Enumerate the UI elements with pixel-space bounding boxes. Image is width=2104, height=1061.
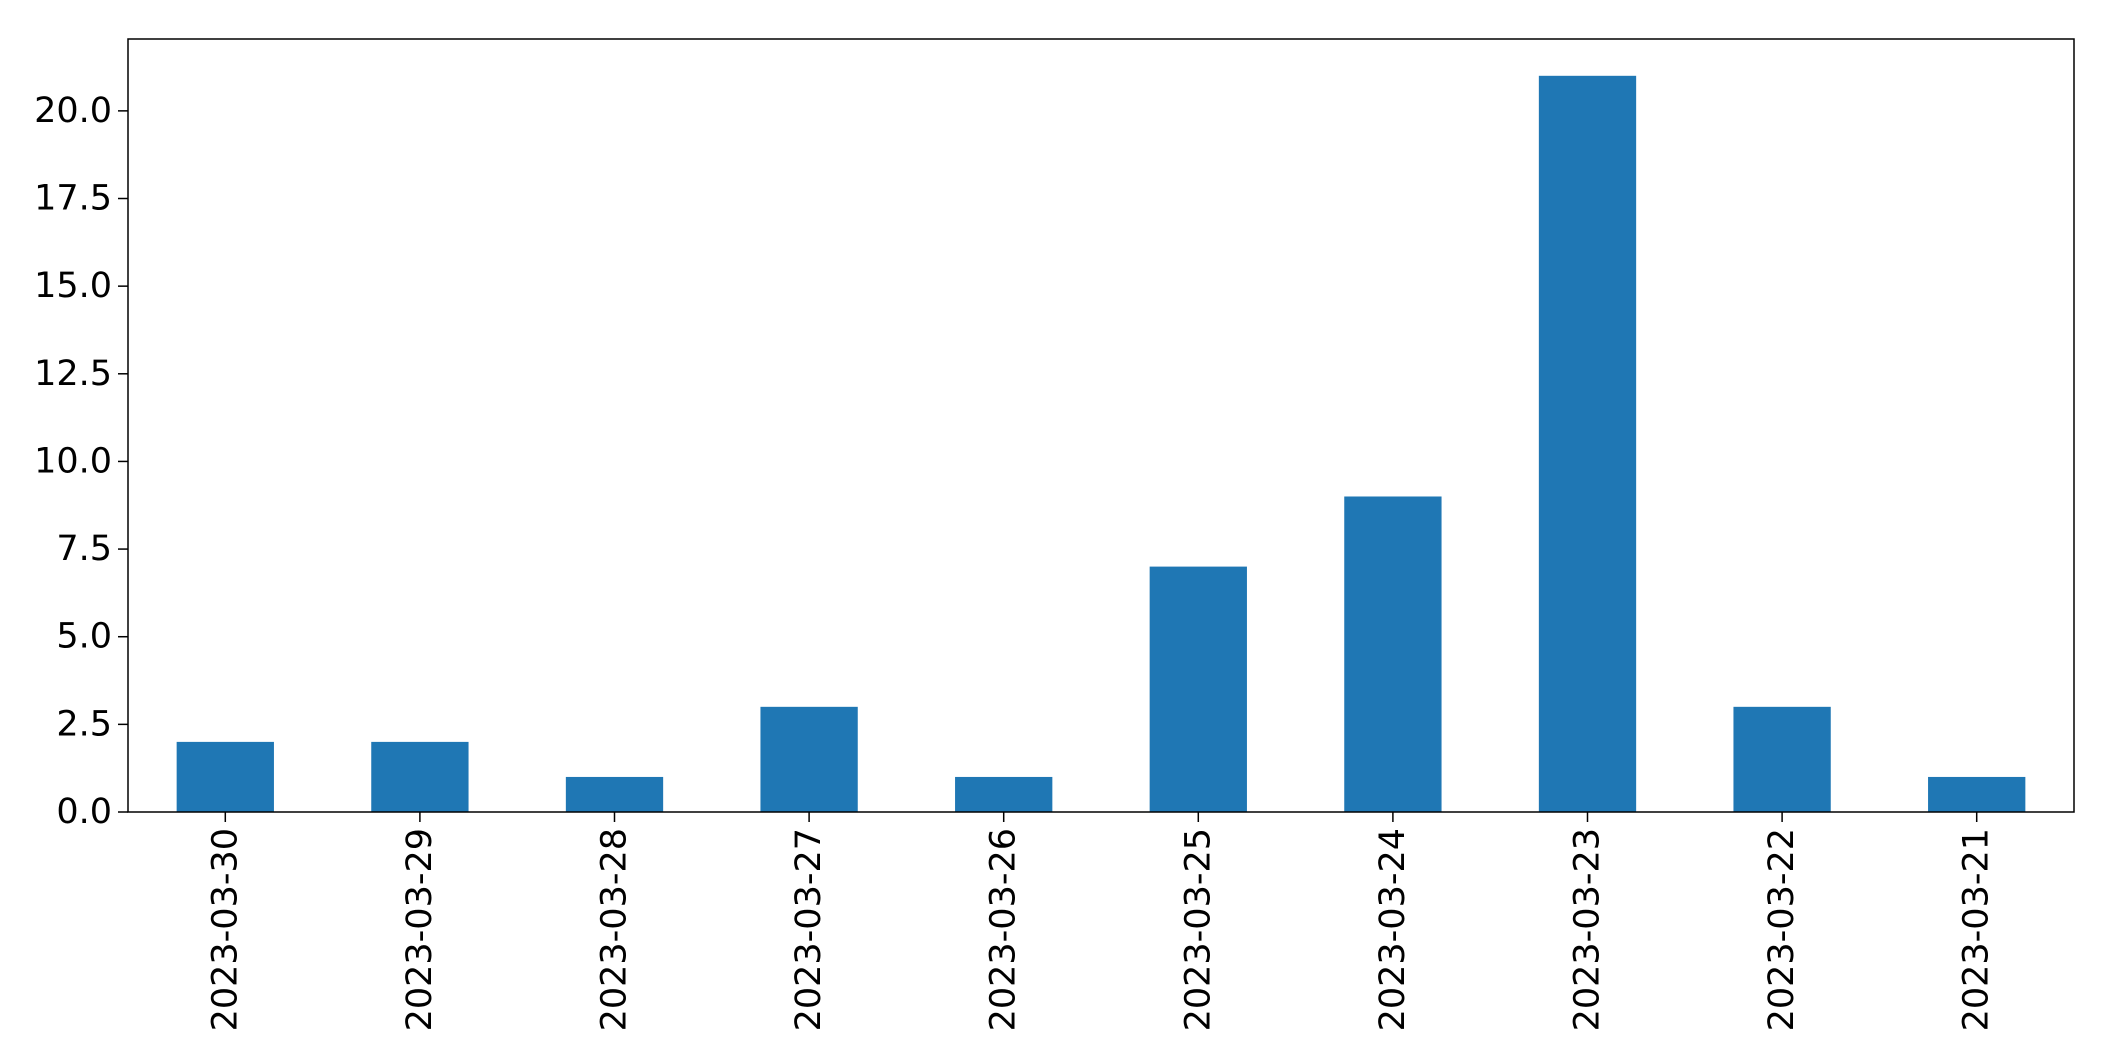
x-tick-label: 2023-03-25 (1178, 828, 1218, 1031)
x-tick-label: 2023-03-27 (789, 828, 829, 1031)
bar-2023-03-25 (1149, 566, 1247, 812)
x-tick-label: 2023-03-21 (1957, 828, 1997, 1031)
bar-2023-03-26 (955, 776, 1053, 812)
bar-2023-03-27 (760, 706, 858, 812)
bar-2023-03-23 (1538, 75, 1637, 813)
x-tick-label: 2023-03-30 (205, 828, 245, 1031)
x-tick-label: 2023-03-24 (1373, 828, 1413, 1031)
bar-2023-03-21 (1928, 776, 2026, 812)
bars-group (176, 75, 2026, 813)
bar-2023-03-22 (1733, 706, 1831, 812)
y-tick-label: 17.5 (34, 179, 112, 219)
y-tick-label: 20.0 (34, 91, 112, 131)
y-tick-label: 2.5 (56, 704, 112, 744)
y-axis: 0.0 2.5 5.0 7.5 10.0 12.5 15.0 17.5 20.0 (34, 91, 128, 832)
bar-2023-03-29 (371, 741, 469, 812)
x-tick-label: 2023-03-29 (400, 828, 440, 1031)
x-axis: 2023-03-30 2023-03-29 2023-03-28 2023-03-27… (205, 812, 1997, 1031)
y-tick-label: 12.5 (34, 354, 112, 394)
y-tick-label: 7.5 (56, 529, 112, 569)
plot-frame (127, 38, 2075, 813)
x-tick-label: 2023-03-26 (984, 828, 1024, 1031)
x-tick-label: 2023-03-23 (1568, 828, 1608, 1031)
y-tick-label: 0.0 (56, 792, 112, 832)
x-tick-label: 2023-03-28 (595, 828, 635, 1031)
y-tick-label: 15.0 (34, 266, 112, 306)
x-tick-label: 2023-03-22 (1762, 828, 1802, 1031)
y-tick-label: 10.0 (34, 441, 112, 481)
bar-2023-03-28 (565, 776, 664, 812)
bar-2023-03-24 (1344, 496, 1442, 812)
y-tick-label: 5.0 (56, 617, 112, 657)
bar-2023-03-30 (176, 741, 274, 812)
